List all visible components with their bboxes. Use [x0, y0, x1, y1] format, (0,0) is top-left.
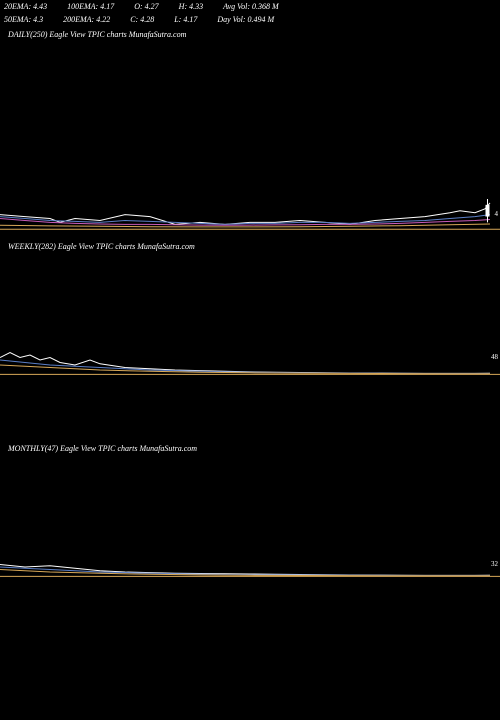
weekly-panel-title: WEEKLY(282) Eagle View TPIC charts Munaf… [0, 238, 500, 255]
daily-price-label: 4 [495, 210, 499, 218]
weekly-price-label: 48 [491, 353, 498, 361]
low-label: L: 4.17 [174, 15, 197, 24]
high-label: H: 4.33 [179, 2, 203, 11]
spacer-1 [0, 380, 500, 440]
close-label: C: 4.28 [130, 15, 154, 24]
monthly-chart-panel: 32 [0, 457, 500, 582]
ema50-label: 50EMA: 4.3 [4, 15, 43, 24]
header-row-2: 50EMA: 4.3 200EMA: 4.22 C: 4.28 L: 4.17 … [0, 13, 500, 26]
header-row-1: 20EMA: 4.43 100EMA: 4.17 O: 4.27 H: 4.33… [0, 0, 500, 13]
dayvol-label: Day Vol: 0.494 M [217, 15, 274, 24]
monthly-panel-title: MONTHLY(47) Eagle View TPIC charts Munaf… [0, 440, 500, 457]
weekly-chart-panel: 48 [0, 255, 500, 380]
daily-chart-panel: 4 [0, 43, 500, 238]
monthly-price-label: 32 [491, 560, 498, 568]
weekly-chart [0, 255, 500, 380]
monthly-chart [0, 457, 500, 582]
ema200-label: 200EMA: 4.22 [63, 15, 110, 24]
ema20-label: 20EMA: 4.43 [4, 2, 47, 11]
daily-chart [0, 43, 500, 238]
avgvol-label: Avg Vol: 0.368 M [223, 2, 279, 11]
open-label: O: 4.27 [134, 2, 158, 11]
daily-panel-title: DAILY(250) Eagle View TPIC charts Munafa… [0, 26, 500, 43]
ema100-label: 100EMA: 4.17 [67, 2, 114, 11]
